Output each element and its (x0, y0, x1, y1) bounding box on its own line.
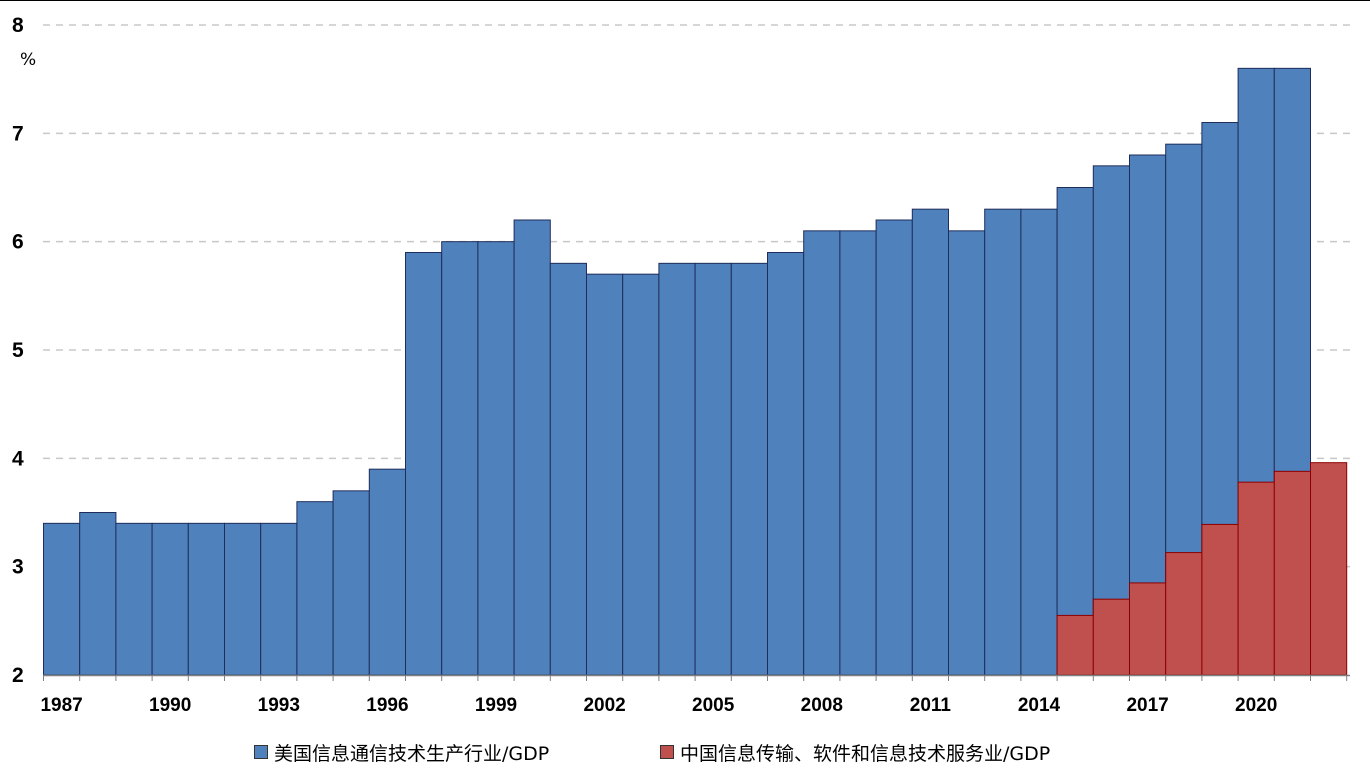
bar-cn (1056, 614, 1094, 676)
bar-us (115, 522, 153, 676)
y-tick-label: 5 (12, 339, 24, 362)
x-tick-label: 2008 (801, 695, 843, 716)
bar-us (43, 522, 81, 676)
bar-us (151, 522, 189, 676)
legend-item-us: 美国信息通信技术生产行业/GDP (254, 735, 549, 769)
bar-cn (1310, 462, 1348, 676)
bar-us (875, 219, 913, 676)
y-axis: 2 3 4 5 6 7 8 (12, 14, 24, 687)
bar-us (260, 522, 298, 676)
bar-us (803, 230, 841, 676)
bar-cn (1273, 470, 1312, 676)
legend-label-cn: 中国信息传输、软件和信息技术服务业/GDP (680, 742, 1051, 765)
legend-label-us: 美国信息通信技术生产行业/GDP (274, 742, 550, 765)
bar-cn (1165, 552, 1203, 676)
bar-us (79, 512, 117, 676)
bar-us (296, 501, 334, 676)
series-cn-bars (1056, 462, 1348, 676)
legend: 美国信息通信技术生产行业/GDP 中国信息传输、软件和信息技术服务业/GDP (0, 735, 1370, 769)
bar-us (911, 208, 949, 676)
bar-cn (1129, 582, 1167, 676)
legend-swatch-cn (660, 745, 674, 759)
x-tick-label: 2011 (910, 695, 952, 716)
bar-us (586, 273, 624, 676)
y-tick-label: 2 (12, 664, 24, 687)
legend-swatch-us (254, 745, 268, 759)
bar-us (767, 252, 805, 676)
bar-us (694, 262, 732, 676)
x-tick-label: 1996 (366, 695, 408, 716)
x-axis: 1987 1990 1993 1996 1999 2002 2005 2008 2011 2014… (40, 674, 1350, 716)
y-tick-label: 4 (12, 447, 24, 470)
legend-item-cn: 中国信息传输、软件和信息技术服务业/GDP (660, 735, 1050, 769)
bar-us (1056, 187, 1094, 676)
x-tick-label: 1993 (258, 695, 300, 716)
bar-us (730, 262, 768, 676)
y-unit-label: % (20, 50, 36, 70)
bar-us (549, 262, 587, 676)
bar-cn (1237, 481, 1275, 676)
bar-us (513, 219, 551, 676)
series-us-bars (43, 67, 1312, 676)
bar-us (658, 262, 696, 676)
x-tick-label: 2020 (1235, 695, 1277, 716)
bar-us (405, 252, 443, 676)
x-tick-label: 1990 (149, 695, 191, 716)
bar-us (984, 208, 1022, 676)
bar-cn (1092, 598, 1131, 676)
y-tick-label: 7 (12, 122, 24, 145)
bar-us (187, 522, 226, 676)
x-tick-label: 2002 (583, 695, 625, 716)
bar-us (224, 522, 262, 676)
y-tick-label: 8 (12, 14, 24, 37)
bar-us (441, 241, 479, 676)
bar-us (622, 273, 660, 676)
bar-us (332, 490, 370, 676)
x-tick-label: 2005 (692, 695, 735, 716)
x-tick-label: 2017 (1126, 695, 1168, 716)
bar-us (477, 241, 515, 676)
x-tick-label: 2014 (1018, 695, 1061, 716)
bar-us (1020, 208, 1058, 676)
y-tick-label: 6 (12, 231, 24, 254)
bar-us (948, 230, 986, 676)
x-tick-label: 1987 (40, 695, 82, 716)
bar-cn (1201, 523, 1239, 676)
y-tick-label: 3 (12, 556, 24, 579)
bar-us (839, 230, 877, 676)
bar-us (368, 468, 406, 676)
bar-us (1092, 165, 1131, 676)
x-tick-label: 1999 (475, 695, 517, 716)
